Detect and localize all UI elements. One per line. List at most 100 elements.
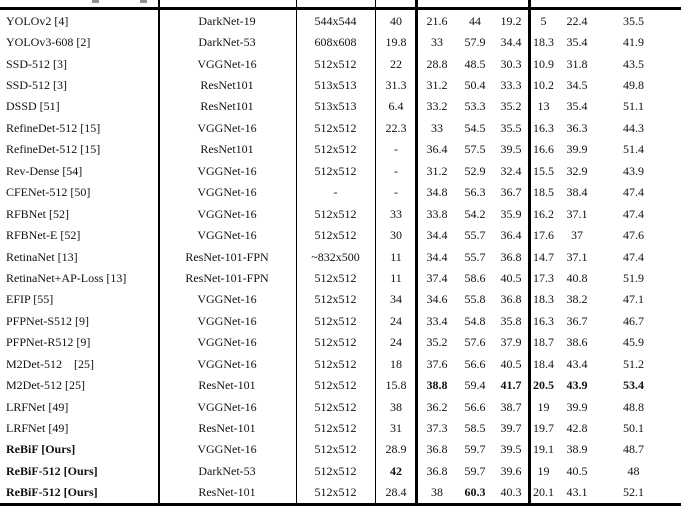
method-cell: ReBiF-512 [Ours]	[6, 485, 98, 500]
table-cell: 6.4	[388, 99, 404, 114]
method-cell: SSD-512 [3]	[6, 78, 68, 93]
table-cell: 58.5	[464, 421, 486, 436]
table-cell: 18.7	[533, 335, 554, 350]
table-cell: 48	[627, 463, 640, 478]
table-cell: 30.3	[500, 56, 522, 71]
table-cell: 19.2	[500, 13, 522, 28]
table-cell: 57.9	[464, 35, 486, 50]
table-row: M2Det-512 [25] ResNet-101 512x512 15.8 38.8 5…	[0, 374, 681, 395]
table-cell: 31.2	[426, 163, 448, 178]
table-cell: 16.2	[533, 206, 554, 221]
table-cell: 21.6	[426, 13, 448, 28]
column-divider-inputsize-fps	[375, 0, 376, 506]
table-cell: ResNet-101	[198, 485, 256, 500]
table-cell: 512x512	[314, 206, 357, 221]
method-cell: EFIP [55]	[6, 292, 54, 307]
table-cell: 46.7	[623, 313, 644, 328]
table-cell: 36.4	[500, 228, 522, 243]
table-cell: 48.8	[623, 399, 644, 414]
table-row: SSD-512 [3] ResNet101 513x513 31.3 31.2 50.4 3…	[0, 74, 681, 95]
table-cell: 19.8	[385, 35, 407, 50]
table-cell: 35.2	[426, 335, 448, 350]
table-cell: 40.5	[500, 356, 522, 371]
table-cell: 35.4	[566, 35, 588, 50]
table-cell: 37.3	[426, 421, 448, 436]
table-cell: 48.7	[623, 442, 644, 457]
table-cell: 36.8	[426, 463, 448, 478]
table-row: SSD-512 [3] VGGNet-16 512x512 22 28.8 48.5 30.…	[0, 53, 681, 74]
table-cell: -	[394, 142, 398, 157]
table-cell: 24	[390, 313, 402, 328]
table-cell: 40.8	[566, 270, 588, 285]
table-cell: 36.8	[500, 249, 522, 264]
table-cell: 38.8	[426, 378, 448, 393]
table-cell: 14.7	[533, 249, 554, 264]
method-cell: RetinaNet [13]	[6, 249, 78, 264]
table-cell: 35.4	[566, 99, 588, 114]
table-cell: 45.9	[623, 335, 644, 350]
table-cell: 59.7	[464, 463, 486, 478]
table-cell: 18.5	[533, 185, 554, 200]
table-cell: 512x512	[314, 399, 357, 414]
table-cell: DarkNet-19	[198, 13, 256, 28]
table-cell: ResNet101	[200, 142, 254, 157]
table-cell: 36.4	[426, 142, 448, 157]
table-row: RFBNet [52] VGGNet-16 512x512 33 33.8 54.2 35.…	[0, 203, 681, 224]
column-divider-fps-apgroup	[415, 0, 418, 506]
table-cell: 38.4	[566, 185, 588, 200]
table-cell: 51.9	[623, 270, 644, 285]
table-row: PFPNet-R512 [9] VGGNet-16 512x512 24 35.2 57.…	[0, 332, 681, 353]
table-cell: 42.8	[566, 421, 588, 436]
method-cell: ReBiF-512 [Ours]	[6, 463, 98, 478]
table-cell: 24	[390, 335, 402, 350]
table-cell: 34	[390, 292, 402, 307]
table-cell: 18.4	[533, 356, 554, 371]
table-cell: 38.9	[566, 442, 588, 457]
table-cell: 39.6	[500, 463, 522, 478]
table-cell: 19	[537, 399, 550, 414]
table-cell: VGGNet-16	[197, 228, 257, 243]
table-cell: 56.3	[464, 185, 486, 200]
table-cell: 42	[390, 463, 402, 478]
table-cell: 36.8	[426, 442, 448, 457]
table-cell: 512x512	[314, 463, 357, 478]
table-cell: 33	[431, 120, 443, 135]
table-cell: 57.5	[464, 142, 486, 157]
table-cell: -	[333, 185, 338, 200]
table-cell: 55.8	[464, 292, 486, 307]
table-cell: 56.6	[464, 399, 486, 414]
table-cell: 56.6	[464, 356, 486, 371]
table-cell: 512x512	[314, 228, 357, 243]
table-cell: 40.5	[500, 270, 522, 285]
table-row: DSSD [51] ResNet101 513x513 6.4 33.2 53.3 35.2…	[0, 96, 681, 117]
table-cell: 15.5	[533, 163, 554, 178]
table-row: RefineDet-512 [15] ResNet101 512x512 - 36.4 5…	[0, 139, 681, 160]
table-cell: 33.4	[426, 313, 448, 328]
table-cell: 31.8	[566, 56, 588, 71]
method-cell: YOLOv3-608 [2]	[6, 35, 91, 50]
table-cell: VGGNet-16	[197, 292, 257, 307]
method-cell: RefineDet-512 [15]	[6, 120, 101, 135]
table-cell: 512x512	[314, 120, 357, 135]
table-cell: 55.7	[464, 249, 486, 264]
table-cell: ResNet-101	[198, 421, 256, 436]
table-cell: 49.8	[623, 78, 644, 93]
table-cell: 5	[540, 13, 547, 28]
table-row: PFPNet-S512 [9] VGGNet-16 512x512 24 33.4 54.…	[0, 310, 681, 331]
table-cell: 33.2	[426, 99, 448, 114]
table-cell: 31.2	[426, 78, 448, 93]
table-cell: 513x513	[314, 78, 357, 93]
table-cell: 53.3	[464, 99, 486, 114]
table-cell: 10.9	[533, 56, 554, 71]
table-cell: 37.1	[566, 206, 588, 221]
table-cell: 54.2	[464, 206, 486, 221]
table-cell: 20.5	[533, 378, 554, 393]
table-bottom-border	[0, 503, 681, 506]
table-cell: 512x512	[314, 163, 357, 178]
table-cell: 52.9	[464, 163, 486, 178]
table-cell: 36.3	[566, 120, 588, 135]
method-cell: RFBNet [52]	[6, 206, 69, 221]
table-row: CFENet-512 [50] VGGNet-16 - - 34.8 56.3 36.7 18…	[0, 182, 681, 203]
table-cell: 20.1	[533, 485, 554, 500]
table-row: Rev-Dense [54] VGGNet-16 512x512 - 31.2 52.9 3…	[0, 160, 681, 181]
